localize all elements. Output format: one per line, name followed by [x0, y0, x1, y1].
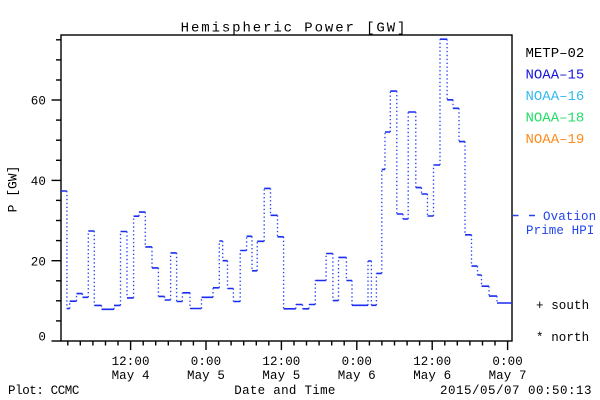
svg-text:NOAA–16: NOAA–16	[526, 89, 585, 105]
svg-text:60: 60	[31, 95, 46, 109]
svg-text:May 4: May 4	[112, 369, 150, 383]
svg-text:Ovation: Ovation	[543, 210, 596, 224]
svg-text:May 6: May 6	[338, 369, 376, 383]
svg-text:20: 20	[31, 255, 46, 269]
svg-text:* north: * north	[536, 331, 589, 345]
svg-text:Prime HPI: Prime HPI	[526, 224, 594, 238]
svg-text:+ south: + south	[536, 299, 589, 313]
svg-text:40: 40	[31, 175, 46, 189]
svg-text:NOAA–15: NOAA–15	[526, 68, 585, 84]
svg-text:P [GW]: P [GW]	[6, 166, 21, 213]
svg-text:0:00: 0:00	[492, 355, 522, 369]
svg-text:0:00: 0:00	[191, 355, 221, 369]
svg-text:May 6: May 6	[413, 369, 451, 383]
svg-text:Plot: CCMC: Plot: CCMC	[8, 384, 79, 398]
svg-text:METP–02: METP–02	[526, 46, 585, 62]
svg-text:2015/05/07 00:50:13: 2015/05/07 00:50:13	[440, 384, 592, 398]
svg-text:May 5: May 5	[262, 369, 300, 383]
svg-text:0: 0	[38, 331, 46, 345]
svg-text:Hemispheric Power [GW]: Hemispheric Power [GW]	[181, 21, 408, 37]
svg-text:Date and Time: Date and Time	[234, 384, 335, 398]
svg-text:12:00: 12:00	[262, 355, 300, 369]
svg-text:NOAA–18: NOAA–18	[526, 111, 585, 127]
svg-text:12:00: 12:00	[112, 355, 150, 369]
svg-text:May 5: May 5	[187, 369, 225, 383]
svg-text:0:00: 0:00	[342, 355, 372, 369]
svg-text:12:00: 12:00	[413, 355, 451, 369]
svg-text:May 7: May 7	[489, 369, 527, 383]
svg-text:NOAA–19: NOAA–19	[526, 132, 585, 148]
